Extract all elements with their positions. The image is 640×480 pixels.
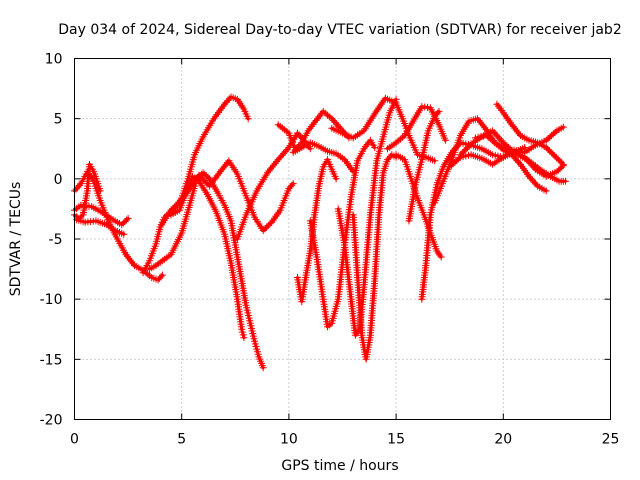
series-track-25 [493,100,567,168]
x-tick-label: 0 [70,432,79,448]
series-markers [349,151,400,363]
x-tick-label: 20 [494,432,512,448]
series-track-8 [156,157,297,235]
y-tick-label: -15 [40,352,63,368]
series-line [148,171,265,370]
series-markers [289,139,357,176]
series-track-14 [334,95,400,339]
series-track-15 [349,151,400,363]
x-axis-label: GPS time / hours [281,458,398,474]
x-tick-label: 5 [177,432,186,448]
tick-layer: 0 5 10 15 20 25 -20 -15 -10 -5 0 5 10 [40,52,620,448]
x-tick-label: 15 [387,432,405,448]
series-markers [493,100,567,168]
y-axis-label: SDTVAR / TECUs [8,182,24,297]
series-markers [384,103,449,153]
series-track-16 [328,94,439,165]
series-markers [306,136,379,331]
series-markers [405,107,443,225]
series-track-13 [306,136,379,331]
series-markers [334,95,400,339]
x-tick-label: 10 [280,432,298,448]
series-markers [471,132,569,185]
y-tick-label: 0 [54,172,63,188]
series-track-12 [294,156,340,306]
series-layer [71,93,569,372]
series-markers [156,157,297,235]
y-tick-label: -20 [40,413,63,429]
x-tick-label: 25 [602,432,620,448]
series-track-19 [405,107,443,225]
series-markers [274,107,353,154]
y-tick-label: -10 [40,292,63,308]
y-tick-label: 10 [45,52,63,68]
series-track-10 [274,107,353,154]
series-track-24 [471,132,569,185]
series-markers [328,94,439,165]
series-track-17 [384,103,449,153]
series-markers [294,156,340,306]
series-track-4 [73,216,128,238]
series-track-11 [289,139,357,176]
y-tick-label: -5 [49,232,63,248]
chart-title: Day 034 of 2024, Sidereal Day-to-day VTE… [58,22,621,38]
series-line [420,141,527,301]
series-markers [73,216,128,238]
y-tick-label: 5 [54,112,63,128]
